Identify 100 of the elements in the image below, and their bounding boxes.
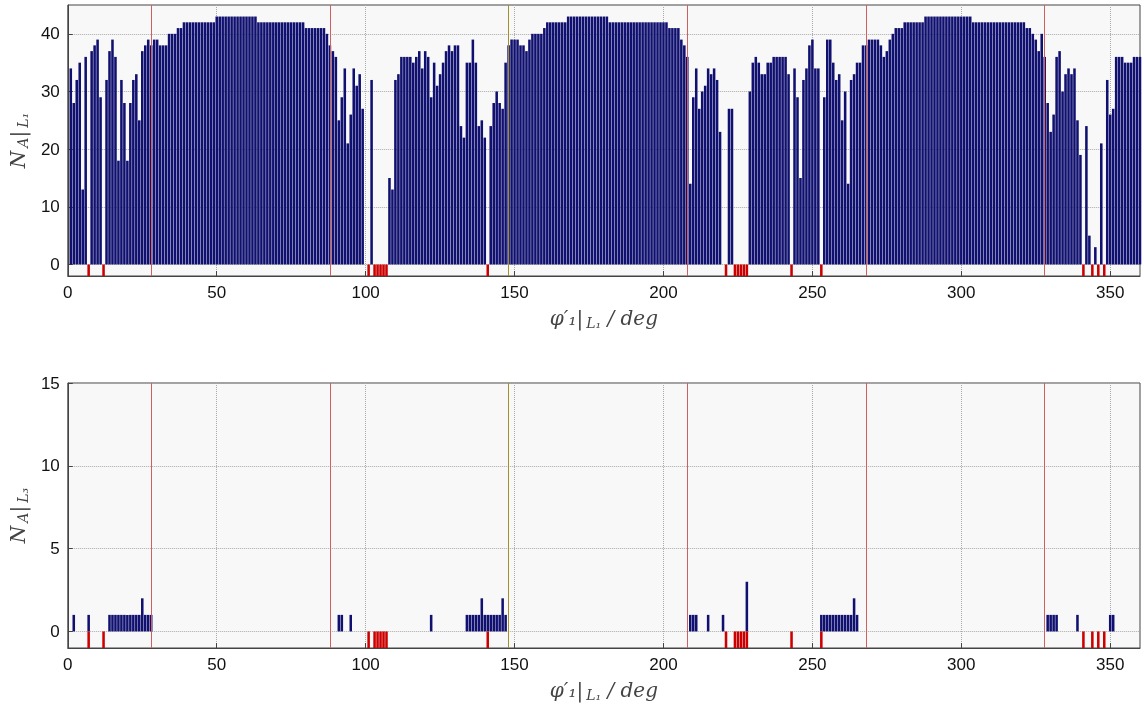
- bar: [635, 22, 638, 265]
- bar: [828, 39, 832, 265]
- bar: [230, 16, 233, 265]
- x-tick-label: 250: [798, 283, 827, 302]
- bar: [939, 16, 942, 265]
- bar: [1049, 614, 1052, 632]
- bar: [349, 614, 353, 632]
- bar: [689, 614, 692, 632]
- bar: [826, 39, 829, 265]
- bar: [486, 264, 490, 276]
- bar: [1040, 33, 1043, 265]
- bar: [522, 45, 525, 265]
- bar: [632, 22, 635, 265]
- bar: [260, 22, 263, 265]
- x-tick-label: 0: [63, 655, 73, 674]
- bar: [1082, 264, 1085, 276]
- bar: [677, 28, 680, 265]
- bar: [254, 16, 257, 265]
- bar: [489, 614, 492, 632]
- bar: [385, 631, 388, 648]
- bar: [248, 16, 251, 265]
- x-tick-label: 200: [649, 655, 678, 674]
- bar: [968, 16, 972, 265]
- bar: [659, 22, 662, 265]
- bar: [903, 22, 906, 265]
- bar: [537, 33, 540, 265]
- bar: [653, 22, 656, 265]
- y-tick-label: 10: [40, 456, 60, 476]
- bar: [790, 631, 793, 648]
- bar: [513, 39, 516, 265]
- bar: [382, 264, 385, 276]
- bar: [215, 16, 218, 265]
- bar: [954, 16, 957, 265]
- bar: [352, 68, 355, 265]
- x-tick-label: 0: [63, 283, 73, 302]
- bar: [534, 33, 537, 265]
- bar: [1073, 68, 1076, 265]
- bar: [87, 631, 90, 648]
- bar: [1105, 79, 1109, 265]
- y-tick-label: 15: [40, 373, 60, 393]
- bar: [117, 614, 120, 632]
- bar: [823, 614, 826, 632]
- bar: [358, 74, 361, 265]
- bar: [554, 22, 558, 265]
- bar: [251, 16, 254, 265]
- y-tick-label: 40: [40, 24, 60, 44]
- bar: [403, 56, 406, 265]
- bar: [221, 16, 224, 265]
- x-tick-label: 350: [1096, 655, 1125, 674]
- bar: [629, 22, 632, 265]
- bar: [828, 614, 832, 632]
- x-tick-label: 100: [351, 655, 380, 674]
- bar: [367, 264, 370, 276]
- bar: [918, 22, 921, 265]
- y-tick-label: 10: [40, 197, 60, 217]
- bar: [123, 614, 126, 632]
- bar: [915, 22, 918, 265]
- bar: [379, 631, 382, 648]
- bar: [674, 28, 677, 265]
- bar: [400, 56, 403, 265]
- bar: [266, 22, 269, 265]
- bar: [96, 39, 99, 265]
- bar: [114, 614, 117, 632]
- bar: [906, 22, 909, 265]
- y-tick-label: 0: [50, 254, 60, 274]
- bar: [417, 51, 421, 265]
- x-tick-label: 50: [207, 655, 227, 674]
- bar: [531, 33, 534, 265]
- bar: [817, 68, 820, 265]
- x-tick-label: 150: [500, 283, 529, 302]
- bar: [549, 22, 552, 265]
- bar: [927, 16, 930, 265]
- bar: [1046, 614, 1049, 632]
- bar: [930, 16, 933, 265]
- x-tick-label: 200: [649, 283, 678, 302]
- bar: [278, 22, 281, 265]
- bar: [224, 16, 227, 265]
- bar: [1058, 51, 1061, 265]
- bar: [382, 631, 385, 648]
- bar: [516, 39, 519, 265]
- bar: [957, 16, 960, 265]
- bar: [135, 74, 138, 265]
- bar: [766, 62, 769, 265]
- x-tick-label: 300: [947, 283, 976, 302]
- bar: [691, 614, 695, 632]
- bar: [227, 16, 230, 265]
- y-tick-label: 5: [50, 539, 60, 559]
- bar: [367, 631, 370, 648]
- bar: [510, 39, 513, 265]
- bar: [120, 79, 123, 265]
- bar: [218, 16, 221, 265]
- bar: [495, 91, 498, 265]
- bar: [912, 22, 915, 265]
- bar: [233, 16, 236, 265]
- bar: [936, 16, 939, 265]
- bar: [1085, 126, 1088, 265]
- bar: [492, 614, 495, 632]
- bar: [102, 631, 105, 648]
- bar: [951, 16, 954, 265]
- bar: [269, 22, 272, 265]
